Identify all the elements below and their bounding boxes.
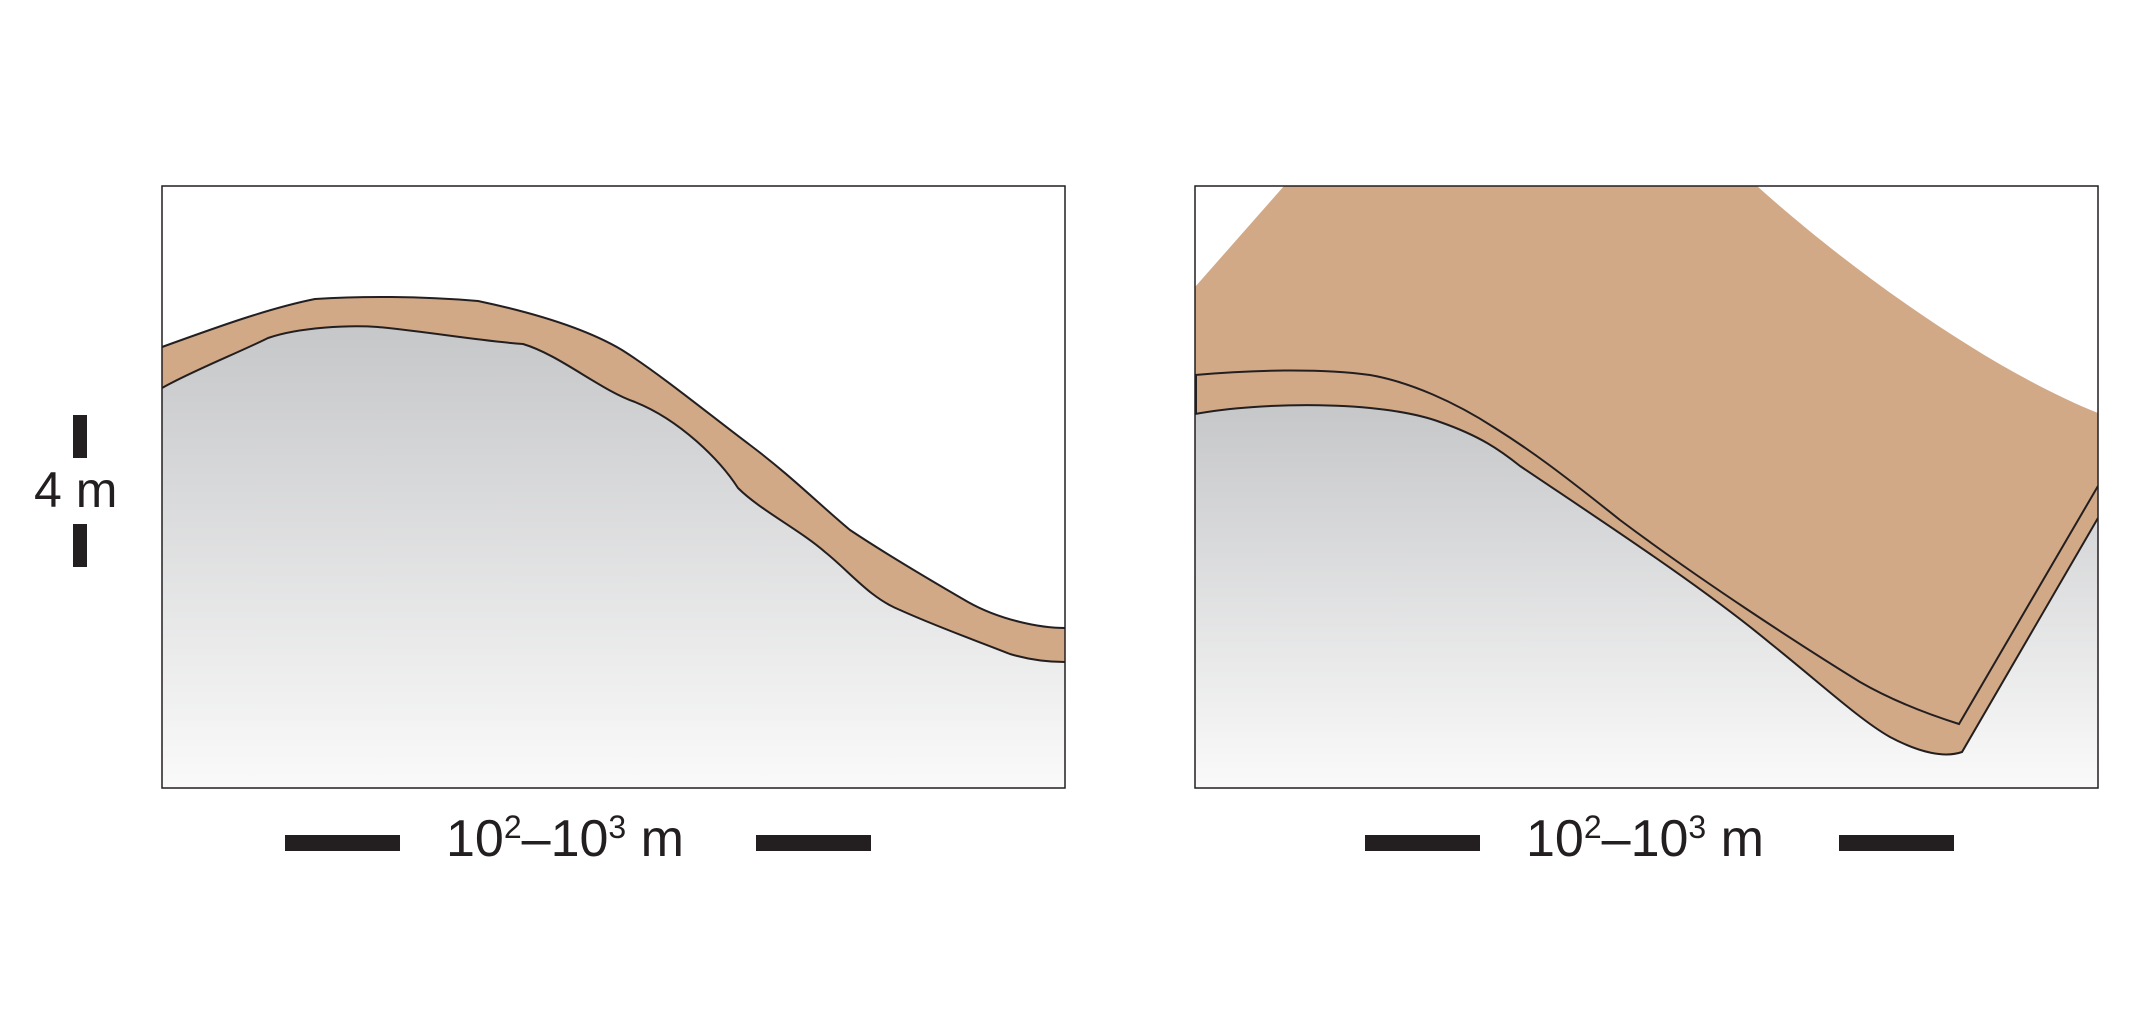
scale-bar-left-b (756, 835, 871, 851)
scale-bar-right-a (1365, 835, 1480, 851)
left-bedrock-line (162, 325, 1065, 663)
horizontal-scale-left: 102–103 m (285, 809, 871, 868)
vertical-scale-label: 4 m (34, 462, 117, 518)
right-panel-frame (1194, 185, 2099, 789)
left-ground (162, 326, 1065, 788)
scale-bar-right-b (1839, 835, 1954, 851)
right-sediment-body (1195, 186, 2098, 724)
left-sediment-top-line (162, 295, 1065, 629)
scale-bar-left-a (285, 835, 400, 851)
left-panel-frame (161, 185, 1066, 789)
horizontal-scale-right: 102–103 m (1365, 809, 1954, 868)
vertical-scale-bar: 4 m (34, 415, 117, 567)
right-bedrock-line (1195, 404, 2098, 756)
right-ground (1195, 405, 2098, 788)
horizontal-scale-left-label: 102–103 m (446, 809, 684, 868)
right-panel (1194, 185, 2099, 789)
vertical-scale-bar-top (73, 415, 87, 458)
vertical-scale-bar-bottom (73, 524, 87, 567)
left-panel (161, 185, 1066, 789)
left-sediment-layer (162, 296, 1065, 662)
horizontal-scale-right-label: 102–103 m (1526, 809, 1764, 868)
right-band-top-line (1195, 369, 2098, 726)
